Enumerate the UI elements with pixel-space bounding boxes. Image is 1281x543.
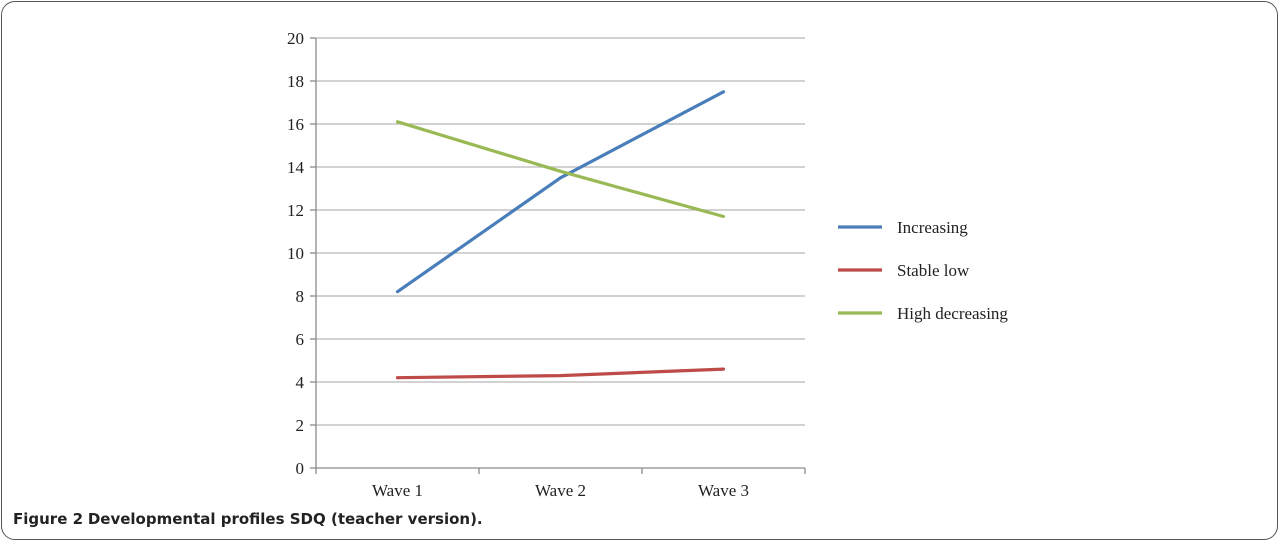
series-line	[395, 367, 726, 380]
series-line	[395, 90, 726, 294]
y-tick-label: 4	[296, 373, 305, 392]
axes: 0 2 4 6 8 10 12 14 16 18 20 Wave 1 Wave 2 Wave 3	[287, 29, 806, 500]
y-tick-label: 0	[296, 459, 305, 478]
y-tick-label: 6	[296, 330, 305, 349]
y-tick-label: 10	[287, 244, 304, 263]
figure-caption-label: Figure 2	[13, 510, 84, 528]
series-line	[395, 120, 726, 219]
y-tick-label: 8	[296, 287, 305, 306]
y-tick-label: 16	[287, 115, 304, 134]
y-tick-label: 18	[287, 72, 304, 91]
series-lines	[395, 90, 726, 380]
gridlines	[316, 37, 805, 426]
x-tick-label: Wave 1	[372, 481, 423, 500]
legend-label: Stable low	[897, 261, 970, 280]
y-tick-label: 12	[287, 201, 304, 220]
legend-label: High decreasing	[897, 304, 1008, 323]
x-tick-label: Wave 3	[698, 481, 749, 500]
x-tick-label: Wave 2	[535, 481, 586, 500]
figure-caption: Figure 2 Developmental profiles SDQ (tea…	[13, 510, 483, 528]
y-tick-label: 20	[287, 29, 304, 48]
y-tick-label: 2	[296, 416, 305, 435]
legend: Increasing Stable low High decreasing	[838, 218, 1008, 323]
legend-label: Increasing	[897, 218, 968, 237]
figure-caption-text: Developmental profiles SDQ (teacher vers…	[87, 510, 483, 528]
line-chart: 0 2 4 6 8 10 12 14 16 18 20 Wave 1 Wave 2 Wave 3 Incr…	[287, 29, 1008, 500]
y-tick-label: 14	[287, 158, 305, 177]
